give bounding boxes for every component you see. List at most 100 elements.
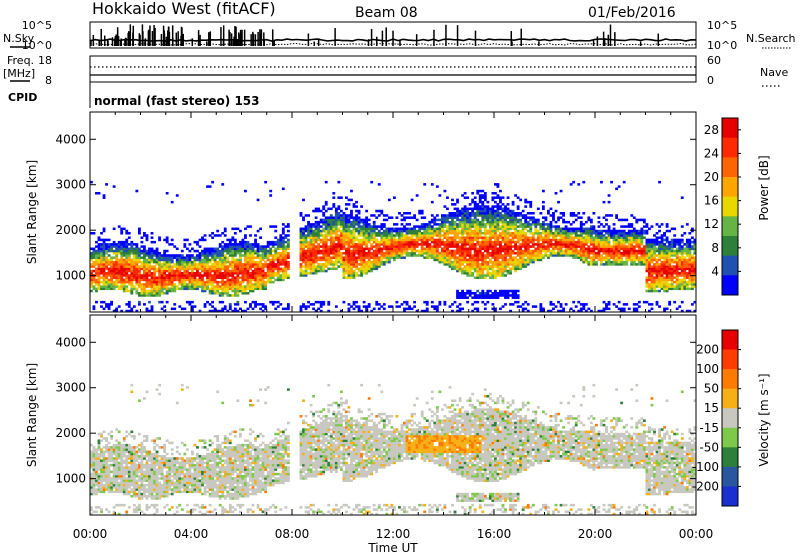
scatter-cell [400,218,404,222]
scatter-cell [259,303,262,306]
scatter-cell [501,227,505,231]
scatter-cell [511,236,515,239]
scatter-cell [90,283,93,286]
scatter-cell [218,309,222,313]
scatter-cell [458,214,462,217]
scatter-cell [597,247,601,251]
scatter-cell [468,216,472,219]
scatter-cell [269,269,273,273]
scatter-cell [453,234,457,237]
scatter-cell [148,309,151,313]
scatter-cell [365,252,369,255]
scatter-cell [587,252,591,255]
scatter-cell [249,243,252,246]
scatter-cell [382,243,386,246]
scatter-cell [400,249,404,253]
scatter-cell [286,267,290,271]
scatter-cell [463,212,467,215]
scatter-cell [372,307,376,311]
scatter-cell [213,292,217,295]
scatter-cell [539,236,543,239]
scatter-cell [499,200,502,204]
scatter-cell [274,272,278,275]
scatter-cell [483,260,487,264]
scatter-cell [433,307,437,311]
scatter-cell [572,309,576,313]
scatter-cell [491,245,495,248]
scatter-cell [211,180,215,184]
scatter-cell [150,232,154,235]
scatter-cell [168,278,172,282]
scatter-cell [385,245,389,248]
scatter-cell [486,289,490,293]
scatter-cell [271,254,275,257]
scatter-cell [206,247,209,251]
scatter-cell [286,247,290,251]
scatter-cell [398,247,401,251]
scatter-cell [433,240,437,244]
scatter-cell [524,225,528,228]
scatter-cell [483,294,487,297]
scatter-cell [446,236,449,239]
scatter-cell [345,218,348,222]
scatter-cell [536,223,540,226]
scatter-cell [350,269,353,273]
scatter-cell [481,292,485,295]
scatter-cell [572,214,576,217]
scatter-cell [496,263,500,266]
scatter-cell [382,256,386,259]
scatter-cell [476,234,480,237]
scatter-cell [466,240,470,244]
scatter-cell [499,307,502,311]
scatter-cell [206,258,209,262]
scatter-cell [97,256,101,259]
scatter-cell [420,232,424,235]
scatter-cell [430,220,434,224]
scatter-cell [385,240,389,244]
scatter-cell [362,254,366,257]
scatter-cell [529,212,533,215]
scatter-cell [483,292,487,295]
scatter-cell [317,258,321,262]
scatter-cell [143,263,146,266]
scatter-cell [398,234,401,237]
scatter-cell [135,274,139,277]
scatter-cell [554,229,558,233]
scatter-cell [347,254,351,257]
scatter-cell [380,249,384,253]
scatter-cell [592,247,596,251]
scatter-cell [238,265,242,268]
scatter-cell [584,309,588,313]
scatter-cell [117,249,121,253]
scatter-cell [382,218,386,222]
scatter-cell [196,285,199,288]
scatter-cell [211,274,215,277]
scatter-cell [529,245,533,248]
scatter-cell [425,300,429,304]
scatter-cell [216,252,220,255]
scatter-cell [286,229,290,233]
scatter-cell [380,232,384,235]
scatter-cell [342,223,346,226]
scatter-cell [233,287,237,291]
scatter-cell [488,207,492,211]
scatter-cell [443,223,447,226]
scatter-cell [516,300,520,304]
scatter-cell [526,243,530,246]
scatter-cell [602,307,606,311]
scatter-cell [481,218,485,222]
scatter-cell [443,189,447,193]
scatter-cell [478,200,482,204]
scatter-cell [433,232,437,235]
scatter-cell [352,307,356,311]
scatter-cell [312,243,316,246]
scatter-cell [466,229,470,233]
scatter-cell [476,276,480,279]
scatter-cell [451,229,454,233]
scatter-cell [150,287,154,291]
scatter-cell [607,256,611,259]
scatter-cell [178,265,182,268]
scatter-cell [175,267,179,271]
scatter-cell [350,276,353,279]
scatter-cell [473,249,477,253]
